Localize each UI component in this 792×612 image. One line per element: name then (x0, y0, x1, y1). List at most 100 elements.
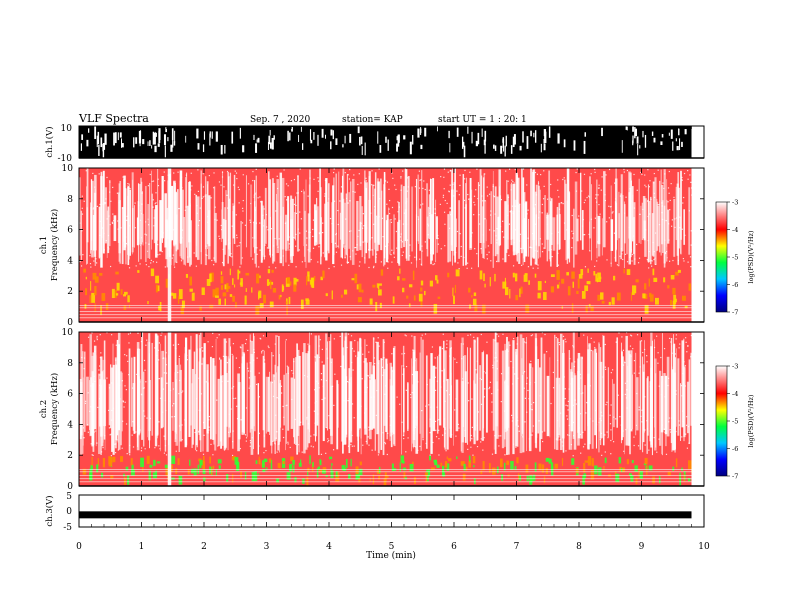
spectrogram-speck (484, 388, 486, 390)
spectrogram-speck (315, 380, 318, 383)
spectrogram-band-patch (276, 478, 280, 483)
spectrogram-streak (548, 170, 551, 252)
spectrogram-speck (157, 254, 159, 256)
spectrogram-speck (581, 225, 584, 227)
spectrogram-streak (671, 369, 674, 451)
spectrogram-speck (122, 176, 124, 178)
spectrogram-speck (173, 266, 176, 268)
spectrogram-speck (420, 179, 422, 181)
spectrogram-speck (351, 361, 353, 364)
spectrogram-speck (210, 197, 212, 199)
spectrogram-speck (249, 442, 252, 444)
spectrogram-band-patch (642, 293, 646, 299)
spectrogram-band-patch (149, 464, 153, 468)
spectrogram-streak (228, 198, 231, 256)
spectrogram-streak (636, 377, 639, 431)
spectrogram-streak (179, 211, 181, 242)
spectrogram-band-patch (631, 459, 634, 464)
spectrogram-speck (406, 190, 408, 192)
spectrogram-speck (664, 173, 666, 175)
spectrogram-speck (137, 332, 139, 334)
spectrogram-band-patch (534, 273, 537, 278)
waveform-gap (484, 130, 487, 142)
spectrogram-band-patch (509, 288, 511, 299)
spectrogram-speck (202, 453, 205, 455)
spectrogram-band-patch (585, 305, 588, 313)
spectrogram-streak (449, 340, 452, 437)
spectrogram-streak (556, 206, 559, 245)
spectrogram-speck (275, 414, 277, 416)
spectrogram-band-patch (217, 459, 222, 464)
spectrogram-speck (193, 252, 195, 254)
spectrogram-speck (534, 171, 537, 174)
spectrogram-speck (508, 223, 511, 225)
spectrogram-streak (332, 185, 335, 265)
spectrogram-speck (377, 200, 380, 202)
spectrogram-hline (79, 471, 692, 473)
spectrogram-speck (504, 454, 506, 456)
spectrogram-speck (288, 249, 290, 251)
spectrogram-speck (579, 433, 582, 436)
spectrogram-band-patch (278, 295, 281, 300)
spectrogram-speck (220, 224, 222, 227)
spectrogram-speck (157, 434, 159, 436)
spectrogram-speck (650, 259, 652, 261)
spectrogram-speck (402, 365, 404, 367)
waveform-gap (253, 134, 255, 141)
spectrogram-speck (348, 178, 351, 180)
spectrogram-band-patch (270, 459, 273, 470)
x-tick-label: 2 (201, 542, 207, 552)
spectrogram-streak (657, 205, 660, 247)
spectrogram-streak (666, 179, 668, 247)
spectrogram-speck (497, 389, 499, 391)
spectrogram-streak (570, 377, 574, 432)
spectrogram-speck (344, 245, 346, 247)
spectrogram-band-patch (683, 474, 685, 482)
spectrogram-speck (96, 442, 98, 444)
spectrogram-speck (359, 261, 361, 263)
spectrogram-speck (368, 249, 370, 251)
spectrogram-speck (236, 234, 238, 236)
spectrogram-band-patch (199, 459, 203, 466)
spectrogram-band-patch (453, 295, 455, 305)
spectrogram-speck (293, 360, 295, 363)
spectrogram-speck (365, 391, 367, 393)
spectrogram-speck (492, 364, 494, 367)
spectrogram-speck (99, 357, 102, 359)
waveform-gap (359, 136, 361, 146)
spectrogram-speck (646, 420, 648, 422)
spectrogram-speck (490, 214, 492, 216)
spectrogram-speck (510, 360, 512, 363)
spectrogram-speck (495, 235, 497, 237)
spectrogram-speck (449, 184, 451, 186)
spectrogram-speck (626, 380, 629, 382)
spectrogram-streak (348, 192, 350, 249)
waveform-gap (543, 143, 546, 151)
spectrogram-band-patch (307, 470, 309, 477)
waveform-gap (583, 140, 586, 154)
spectrogram-speck (261, 352, 263, 354)
spectrogram-speck (386, 181, 389, 183)
spectrogram-speck (113, 220, 115, 222)
spectrogram-streak (186, 205, 190, 263)
spectrogram-speck (226, 362, 228, 364)
waveform-gap (155, 132, 157, 137)
spectrogram-speck (604, 366, 606, 368)
spectrogram-speck (184, 419, 186, 421)
spectrogram-speck (468, 400, 470, 402)
waveform-gap (185, 135, 187, 143)
spectrogram-band-patch (594, 465, 598, 475)
spectrogram-speck (137, 202, 140, 204)
spectrogram-speck (253, 351, 255, 353)
spectrogram-speck (124, 385, 126, 387)
spectrogram-speck (141, 394, 143, 396)
spectrogram-speck (353, 350, 355, 352)
spectrogram-speck (218, 235, 220, 237)
spectrogram-speck (507, 350, 509, 352)
spectrogram-speck (83, 200, 85, 202)
spectrogram-band-patch (238, 270, 241, 274)
spectrogram-speck (557, 252, 559, 254)
spectrogram-speck (444, 223, 446, 225)
spectrogram-speck (633, 173, 635, 176)
spectrogram-band-patch (537, 292, 541, 299)
